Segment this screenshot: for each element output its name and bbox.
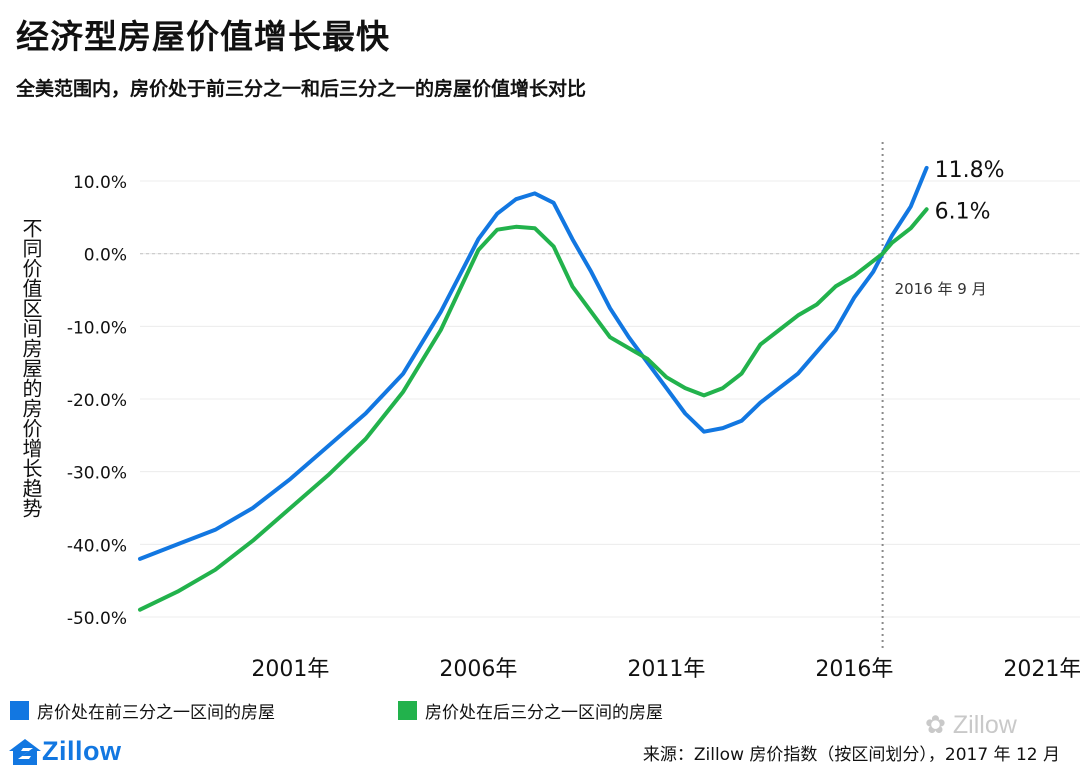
- y-tick-label: -10.0%: [67, 318, 127, 338]
- series-line-top-third: [138, 165, 929, 561]
- y-tick-label: -50.0%: [67, 609, 127, 629]
- zillow-house-icon: [9, 738, 41, 765]
- chart-title: 经济型房屋价值增长最快: [16, 17, 390, 56]
- legend-item-bottom-third: 房价处在后三分之一区间的房屋: [398, 698, 663, 723]
- x-tick-label: 2006年: [439, 657, 517, 682]
- legend-label: 房价处在前三分之一区间的房屋: [37, 703, 275, 723]
- end-value-label: 11.8%: [935, 158, 1005, 183]
- y-tick-label: 10.0%: [73, 173, 127, 193]
- legend-swatch-green: [398, 701, 417, 720]
- y-tick-label: -40.0%: [67, 536, 127, 556]
- annotation-label: 2016 年 9 月: [895, 280, 987, 298]
- x-tick-label: 2021年: [1003, 657, 1080, 682]
- y-axis-label: 不同价值区间房屋的房价增长趋势: [19, 218, 43, 518]
- series-line-bottom-third: [138, 207, 929, 612]
- end-value-label: 6.1%: [935, 199, 991, 224]
- x-tick-label: 2016年: [815, 657, 893, 682]
- wechat-icon: ✿: [925, 711, 953, 739]
- source-note: 来源：Zillow 房价指数（按区间划分），2017 年 12 月: [642, 745, 1060, 765]
- chart-subtitle: 全美范围内，房价处于前三分之一和后三分之一的房屋价值增长对比: [16, 78, 587, 100]
- x-tick-label: 2011年: [627, 657, 705, 682]
- x-tick-label: 2001年: [251, 657, 329, 682]
- zillow-logo: Zillow: [8, 736, 122, 767]
- watermark: ✿ Zillow: [925, 710, 1017, 740]
- y-tick-label: 0.0%: [84, 246, 127, 266]
- zillow-logo-text: Zillow: [42, 736, 122, 766]
- y-tick-label: -30.0%: [67, 464, 127, 484]
- legend-item-top-third: 房价处在前三分之一区间的房屋: [10, 698, 275, 723]
- watermark-text: Zillow: [952, 711, 1017, 739]
- legend-swatch-blue: [10, 701, 29, 720]
- legend-label: 房价处在后三分之一区间的房屋: [425, 703, 663, 723]
- y-tick-label: -20.0%: [67, 391, 127, 411]
